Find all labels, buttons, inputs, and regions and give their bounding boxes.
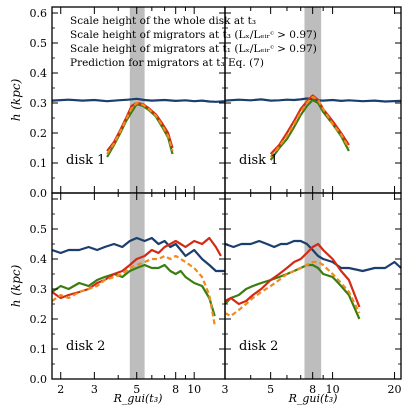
- panel-top-right: disk 1: [224, 6, 402, 194]
- x-tick-label: 10: [326, 383, 340, 396]
- band-top-left: [129, 7, 145, 193]
- panel-bottom-left: 0.0 0.1 0.2 0.3 0.4 0.5 2 3 5 8 10 disk 2: [30, 192, 226, 396]
- y-tick-label: 0.1: [30, 343, 48, 356]
- legend-whole: Scale height of the whole disk at t₃: [70, 15, 256, 27]
- panel-label: disk 1: [239, 153, 278, 168]
- x-tick-label: 5: [267, 383, 274, 396]
- series-mig1-top-right: [269, 98, 350, 161]
- x-tick-label: 3: [222, 383, 229, 396]
- panel-label: disk 1: [66, 153, 105, 168]
- y-tick-label: 0.0: [30, 373, 48, 386]
- legend: Scale height of the whole disk at t₃ Scal…: [70, 15, 317, 69]
- series-mig3-top-right: [269, 94, 350, 155]
- y-tick-label: 0.2: [30, 127, 48, 140]
- axis-labels: h (kpc) h (kpc) R_gui(t₃) R_gui(t₃): [9, 78, 337, 405]
- x-tick-label: 2: [57, 383, 64, 396]
- series-pred-top-left: [106, 101, 174, 155]
- y-axis-label-bottom: h (kpc): [9, 264, 23, 307]
- x-tick-label: 10: [187, 383, 201, 396]
- x-tick-label: 8: [309, 383, 316, 396]
- y-tick-label: 0.5: [30, 223, 48, 236]
- band-bottom-left: [129, 193, 145, 379]
- series-whole-bottom-left: [51, 236, 225, 273]
- y-tick-label: 0.3: [30, 97, 48, 110]
- series-whole-bottom-right: [224, 239, 402, 273]
- x-tick-label: 8: [172, 383, 179, 396]
- series-mig3-bottom-left: [51, 236, 222, 300]
- panel-bottom-right: 3 5 8 10 20 disk 2: [222, 192, 402, 396]
- legend-pred: Prediction for migrators at t₃ Eq. (7): [70, 57, 264, 69]
- y-tick-label: 0.3: [30, 283, 48, 296]
- x-axis-label-right: R_gui(t₃): [288, 392, 338, 405]
- y-tick-label: 0.6: [30, 7, 48, 20]
- series-pred-bottom-right: [224, 260, 361, 318]
- series-mig1-bottom-left: [51, 263, 216, 317]
- y-tick-label: 0.4: [30, 67, 48, 80]
- y-tick-label: 0.4: [30, 253, 48, 266]
- y-tick-label: 0.5: [30, 37, 48, 50]
- series-whole-top-left: [51, 97, 226, 103]
- y-tick-label: 0.0: [30, 187, 48, 200]
- x-tick-label: 5: [133, 383, 140, 396]
- panel-label: disk 2: [66, 339, 105, 354]
- y-axis-label-top: h (kpc): [9, 78, 23, 121]
- series-mig3-bottom-right: [224, 242, 361, 308]
- legend-mig1: Scale height of migrators at t₁ (Lₓ/Lₑᵢᵣ…: [70, 43, 317, 55]
- panel-label: disk 2: [239, 339, 278, 354]
- series-mig1-bottom-right: [224, 263, 361, 320]
- y-tick-label: 0.1: [30, 157, 48, 170]
- series-pred-bottom-left: [51, 254, 216, 326]
- x-axis-label-left: R_gui(t₃): [113, 392, 163, 405]
- x-tick-label: 20: [388, 383, 402, 396]
- series-pred-top-right: [269, 95, 350, 158]
- legend-mig3: Scale height of migrators at t₃ (Lₓ/Lₑᵢᵣ…: [70, 29, 317, 41]
- band-bottom-right: [304, 193, 322, 379]
- y-tick-label: 0.2: [30, 313, 48, 326]
- x-tick-label: 3: [91, 383, 98, 396]
